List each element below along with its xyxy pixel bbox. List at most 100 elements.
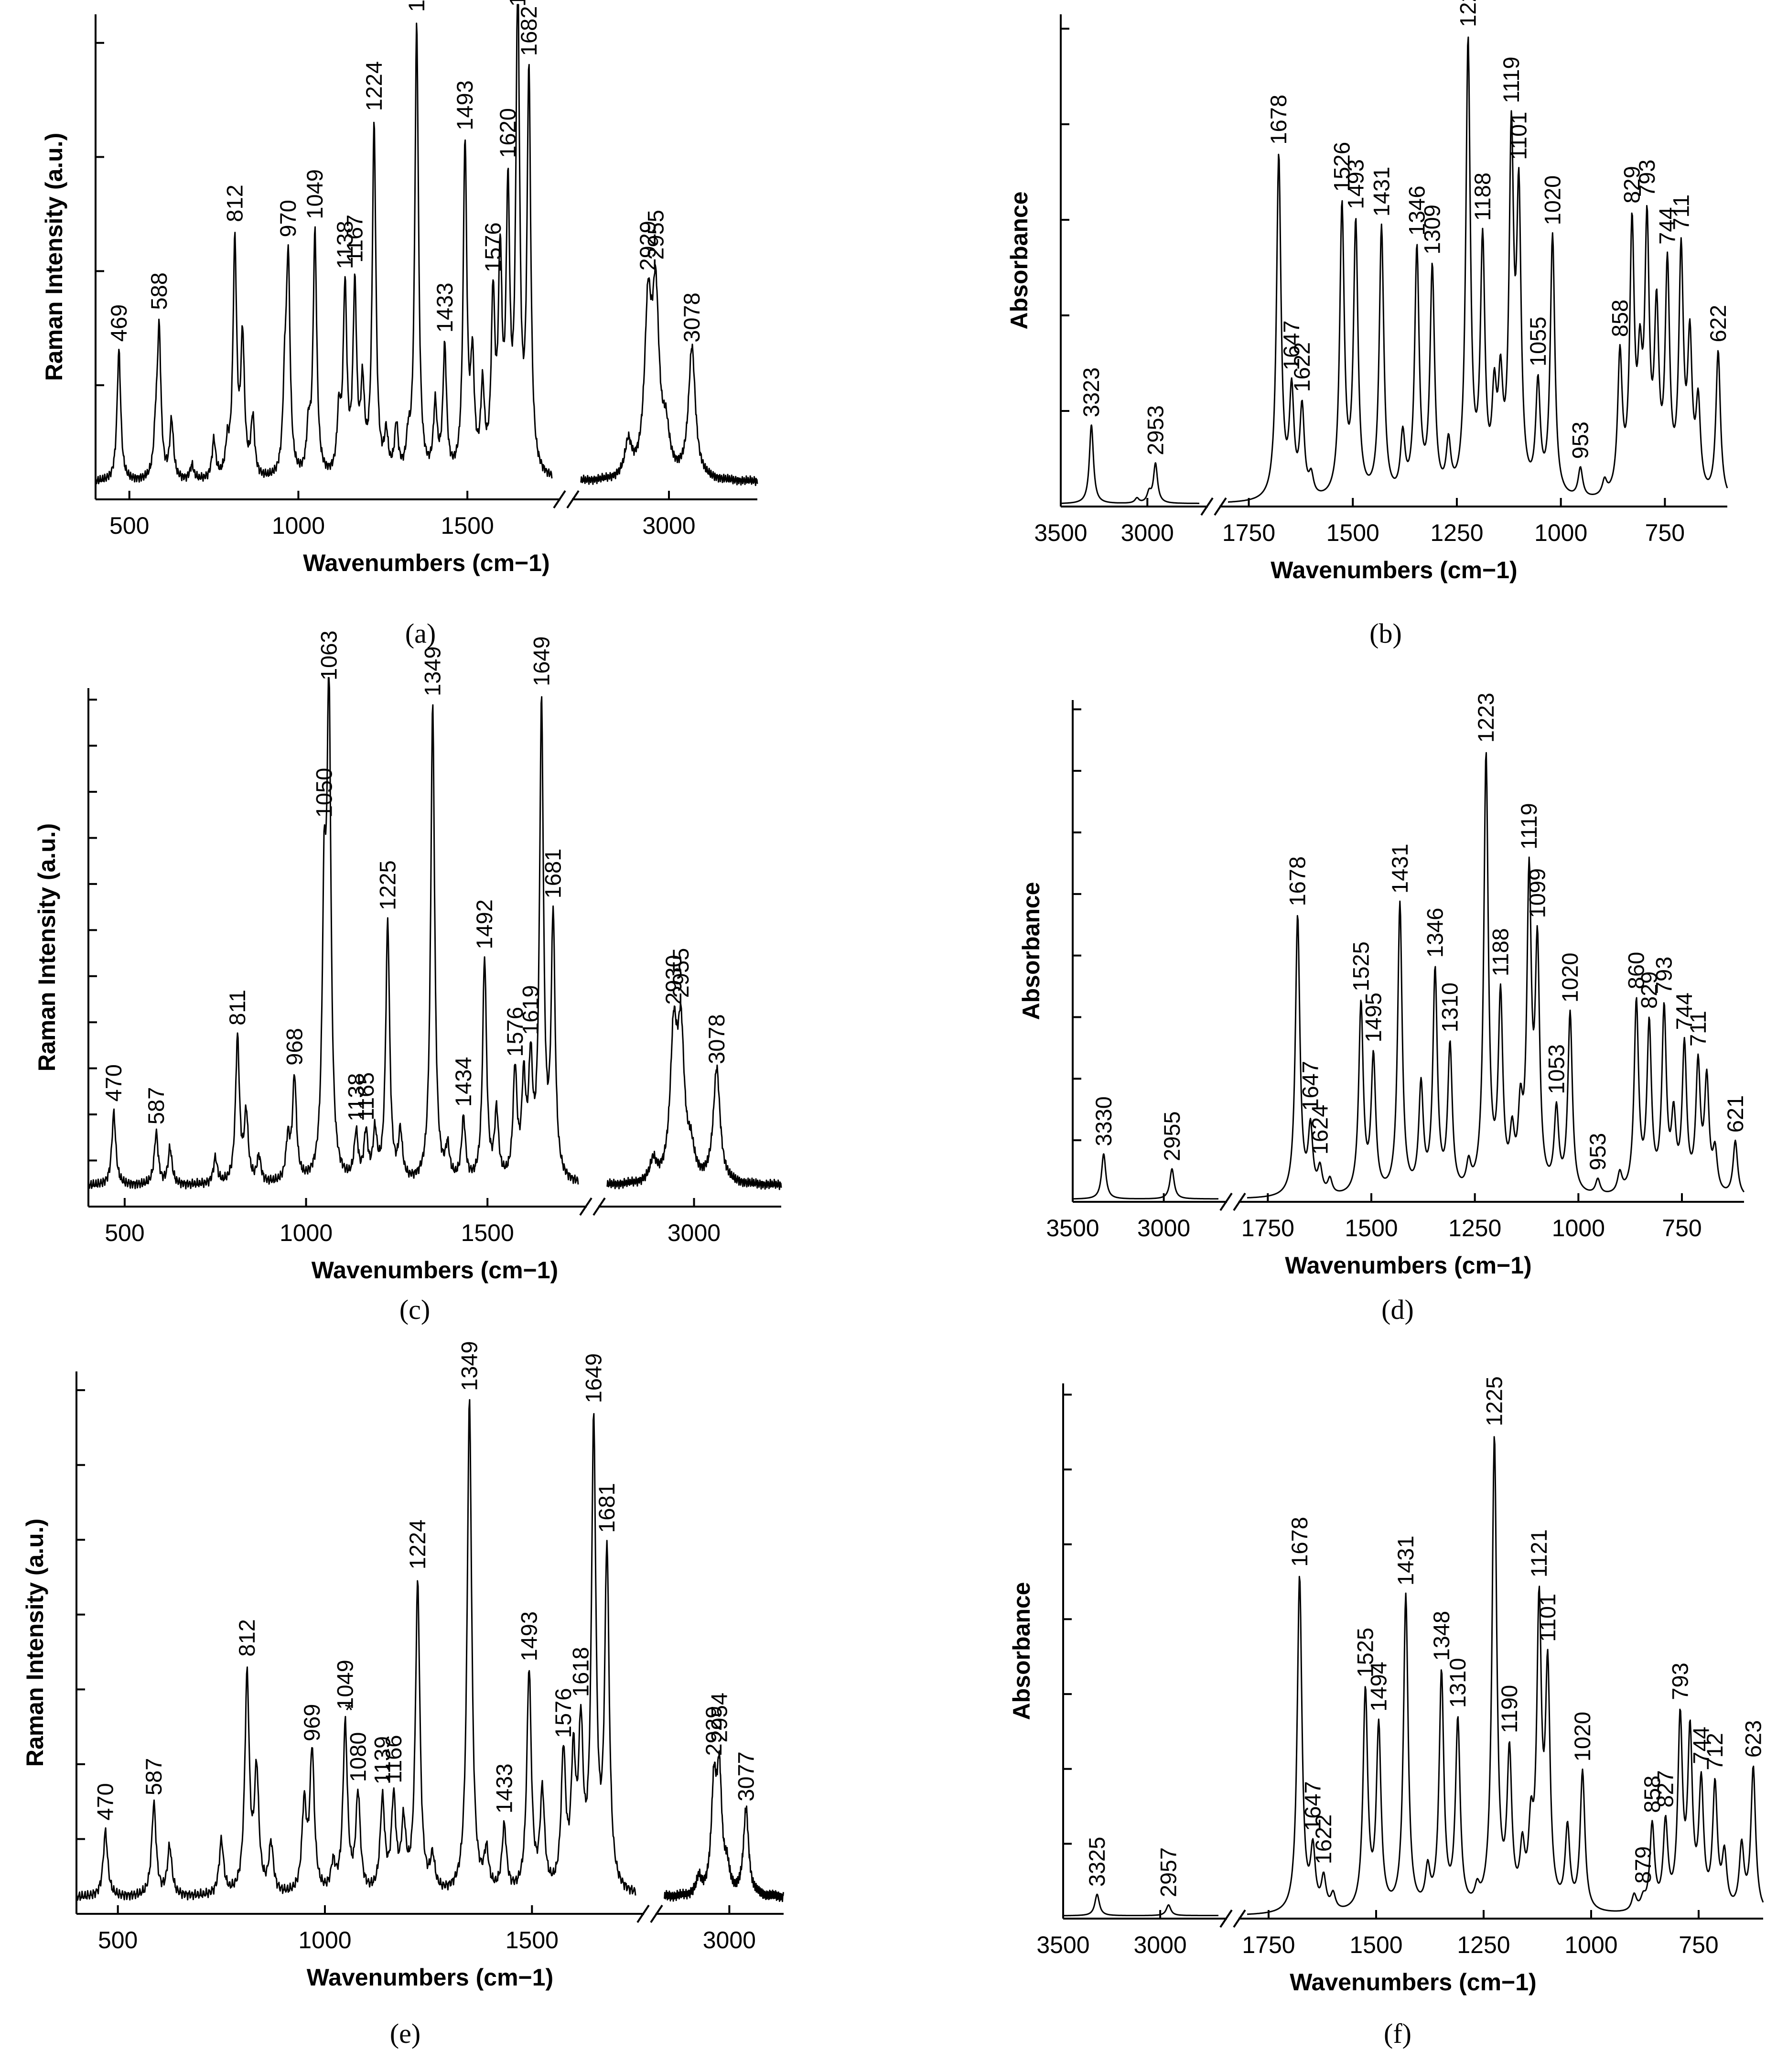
peak-label: 1349 — [457, 1341, 482, 1391]
peak-label: 968 — [281, 1028, 307, 1065]
peak-label: 587 — [143, 1087, 169, 1124]
x-tick-label: 1000 — [272, 512, 325, 539]
peak-label: 879 — [1630, 1846, 1656, 1883]
x-tick-label: 1500 — [441, 512, 494, 539]
peak-label: 469 — [106, 304, 131, 342]
peak-label: 1494 — [1366, 1662, 1391, 1712]
x-tick-label: 1500 — [1349, 1932, 1402, 1958]
peak-label: 1080 — [345, 1732, 370, 1782]
x-tick-label: 750 — [1679, 1932, 1718, 1958]
peak-label: 1493 — [452, 80, 477, 130]
x-tick-label: 3500 — [1046, 1215, 1099, 1241]
panel-label-e: (e) — [390, 2018, 420, 2049]
axis-break-mark — [1214, 497, 1227, 516]
panel-label-a: (a) — [405, 618, 436, 649]
peak-label: 1224 — [405, 1520, 430, 1570]
peak-label: 1431 — [1387, 843, 1412, 894]
peak-label: 1309 — [1420, 205, 1445, 255]
peak-label: 953 — [1568, 421, 1593, 459]
x-tick-label: 1750 — [1241, 1215, 1294, 1241]
x-tick-label: 1750 — [1242, 1932, 1295, 1958]
x-tick-label: 1000 — [1564, 1932, 1617, 1958]
x-tick-label: 500 — [105, 1219, 144, 1246]
peak-label: 1431 — [1368, 167, 1394, 217]
peak-label: 1433 — [491, 1764, 517, 1814]
peak-label: 1649 — [581, 1353, 606, 1403]
peak-label: 1678 — [1285, 856, 1310, 906]
x-tick-label: 3000 — [1134, 1932, 1187, 1958]
x-tick-label: 1750 — [1222, 519, 1275, 546]
axis-break-mark — [1200, 497, 1214, 516]
peak-label: 622 — [1705, 305, 1731, 342]
y-axis-title: Raman Intensity (a.u.) — [22, 1519, 48, 1767]
peak-label: 860 — [1624, 952, 1649, 989]
peak-label: 1188 — [1487, 928, 1513, 976]
panel-label-b: (b) — [1369, 618, 1402, 649]
chart-panel-d: 3500 3000 1750 1500 1250 1000 750 3330 2955 1678 1… — [1018, 693, 1748, 1325]
peak-label: 829 — [1619, 166, 1645, 203]
peak-label: 1525 — [1348, 941, 1373, 992]
x-tick-label: 1500 — [506, 1927, 559, 1953]
peak-label: 1576 — [480, 222, 506, 272]
spectrum-line-a-low — [95, 4, 553, 485]
spectrum-line-b-low — [1060, 424, 1200, 504]
chart-panel-b: 3500 3000 1750 1500 1250 1000 750 3323 2953 1678 1… — [1006, 0, 1731, 649]
y-axis-title: Raman Intensity (a.u.) — [33, 823, 60, 1072]
peak-label: 744 — [1671, 993, 1697, 1030]
x-tick-label: 1250 — [1457, 1932, 1510, 1958]
peak-label: 1576 — [502, 1007, 528, 1057]
peak-label: 1619 — [518, 985, 543, 1035]
peak-label: 1349 — [420, 646, 445, 696]
x-tick-label: 3000 — [1121, 519, 1174, 546]
peak-label: 953 — [1585, 1133, 1610, 1170]
peak-label: 1681 — [594, 1483, 619, 1533]
peak-label: 1622 — [1311, 1814, 1336, 1865]
peak-label: 2955 — [1159, 1111, 1185, 1161]
peak-label: 711 — [1685, 1011, 1711, 1047]
x-tick-label: 1000 — [280, 1219, 333, 1246]
peak-label: 1678 — [1266, 95, 1291, 145]
peak-label: 2955 — [643, 210, 668, 260]
peak-label: 1165 — [353, 1072, 378, 1121]
peak-label: 3078 — [704, 1014, 729, 1064]
y-axis-title: Absorbance — [1018, 882, 1045, 1020]
peak-label: 1188 — [1470, 173, 1495, 221]
peak-label: 1063 — [316, 630, 341, 680]
x-axis-title: Wavenumbers (cm−1) — [1271, 557, 1517, 583]
peak-label: 1050 — [312, 768, 337, 818]
spectrum-line-e-low — [75, 1399, 636, 1901]
peak-label: 1525 — [1353, 1628, 1378, 1678]
x-tick-label: 1500 — [1326, 519, 1379, 546]
peak-label: 1225 — [1482, 1376, 1507, 1426]
peak-label: 1138 — [332, 221, 357, 269]
peak-label: 970 — [275, 200, 301, 237]
axis-break-mark — [1219, 1909, 1233, 1928]
chart-panel-e: 500 1000 1500 30004705878129691049108011391… — [22, 1341, 784, 2049]
x-tick-label: 1250 — [1448, 1215, 1501, 1241]
peak-label: 2955 — [668, 948, 693, 998]
peak-label: 1190 — [1497, 1685, 1522, 1733]
peak-label: 1649 — [505, 0, 530, 7]
x-tick-label: 1250 — [1430, 519, 1483, 546]
peak-label: 1434 — [451, 1057, 476, 1107]
chart-panel-f: 3500 3000 1750 1500 1250 1000 750 3325 2957 1678 1… — [1008, 1376, 1766, 2049]
peak-label: 1055 — [1525, 316, 1551, 367]
peak-label: 2930 — [661, 955, 686, 1005]
peak-label: 3077 — [733, 1751, 758, 1802]
spectrum-line-d-low — [1072, 1153, 1219, 1200]
x-tick-label: 3000 — [703, 1927, 756, 1953]
peak-label: 744 — [1688, 1727, 1713, 1764]
x-tick-label: 1000 — [298, 1927, 351, 1953]
peak-label: 623 — [1740, 1720, 1766, 1758]
peak-label: 1647 — [1279, 320, 1304, 370]
peak-label: 811 — [225, 990, 250, 1025]
peak-label: 3323 — [1078, 367, 1104, 418]
spectrum-line-c-high — [606, 1002, 782, 1190]
peak-label: 2953 — [1142, 405, 1168, 455]
peak-label: 858 — [1639, 1775, 1665, 1813]
peak-label: 827 — [1653, 1770, 1678, 1807]
peak-label: 1433 — [432, 283, 457, 333]
x-axis-title: Wavenumbers (cm−1) — [1285, 1252, 1531, 1279]
peak-label: 793 — [1634, 160, 1659, 197]
